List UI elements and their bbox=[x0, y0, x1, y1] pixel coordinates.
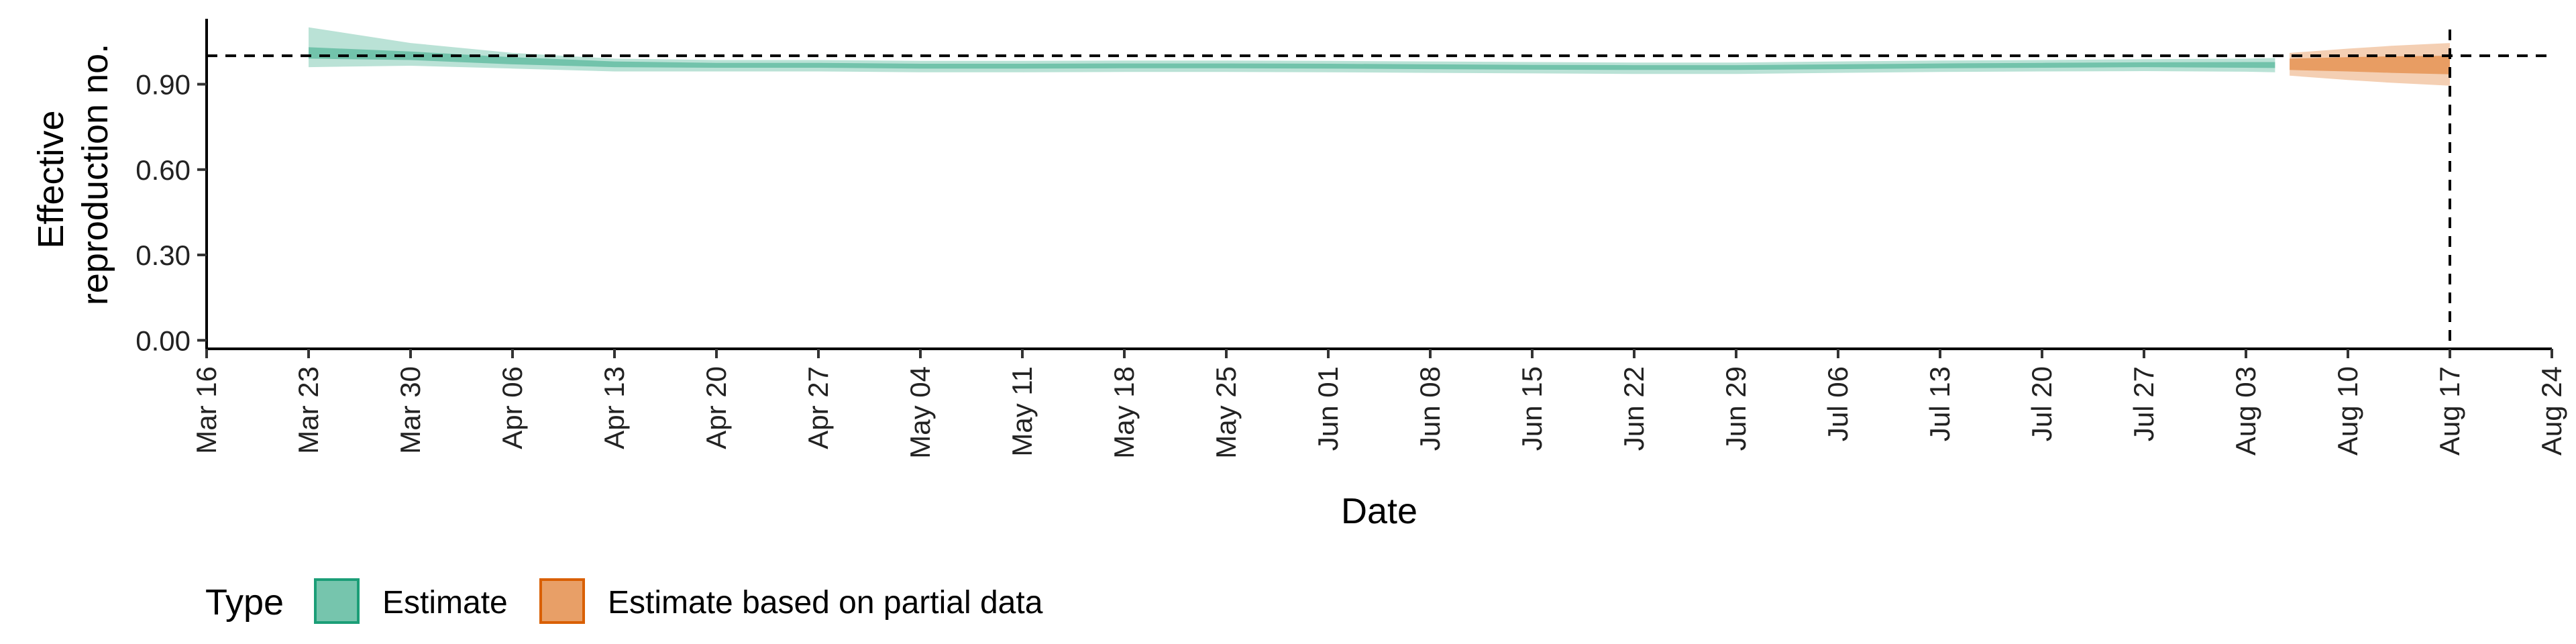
x-tick-label-13: Jun 15 bbox=[1516, 366, 1548, 451]
x-tick-label-0: Mar 16 bbox=[191, 366, 222, 454]
axes bbox=[205, 19, 2552, 350]
x-tick-label-17: Jul 13 bbox=[1924, 366, 1955, 441]
x-tick-label-2: Mar 30 bbox=[394, 366, 426, 454]
x-axis-ticks: Mar 16 Mar 23 Mar 30 Apr 06 Apr 13 Apr 20 Apr … bbox=[191, 349, 2567, 459]
x-tick-label-10: May 25 bbox=[1210, 366, 1242, 459]
legend-title: Type bbox=[205, 582, 284, 623]
x-tick-label-6: Apr 27 bbox=[802, 366, 834, 449]
y-axis-title-line-2: reproduction no. bbox=[75, 44, 115, 305]
x-tick-label-18: Jul 20 bbox=[2026, 366, 2057, 441]
y-tick-label-1: 0.30 bbox=[136, 239, 191, 271]
x-tick-label-8: May 11 bbox=[1006, 366, 1038, 457]
x-tick-label-20: Aug 03 bbox=[2230, 366, 2261, 455]
legend-label-estimate: Estimate bbox=[382, 585, 508, 621]
legend: Type Estimate Estimate based on partial … bbox=[205, 578, 1043, 624]
x-tick-label-22: Aug 17 bbox=[2434, 366, 2465, 455]
x-tick-label-3: Apr 06 bbox=[496, 366, 528, 449]
y-axis-ticks: 0.00 0.30 0.60 0.90 bbox=[136, 69, 207, 356]
x-tick-label-14: Jun 22 bbox=[1618, 366, 1650, 451]
uncertainty-bands bbox=[309, 27, 2450, 86]
legend-key-partial bbox=[539, 578, 585, 624]
band-50-partial bbox=[2290, 56, 2450, 74]
x-tick-label-23: Aug 24 bbox=[2536, 366, 2567, 455]
y-tick-label-3: 0.90 bbox=[136, 69, 191, 101]
x-tick-label-7: May 04 bbox=[904, 366, 936, 459]
legend-key-estimate bbox=[314, 578, 360, 624]
x-tick-label-15: Jun 29 bbox=[1720, 366, 1752, 451]
x-tick-label-21: Aug 10 bbox=[2332, 366, 2363, 455]
x-tick-label-16: Jul 06 bbox=[1822, 366, 1854, 441]
x-axis-title: Date bbox=[1341, 491, 1417, 531]
y-axis-title: Effective reproduction no. bbox=[31, 44, 115, 305]
y-axis-title-line-1: Effective bbox=[31, 110, 71, 248]
x-tick-label-11: Jun 01 bbox=[1312, 366, 1344, 451]
y-tick-label-2: 0.60 bbox=[136, 154, 191, 186]
x-tick-label-5: Apr 20 bbox=[700, 366, 732, 449]
x-tick-label-1: Mar 23 bbox=[292, 366, 324, 454]
x-tick-label-9: May 18 bbox=[1108, 366, 1140, 459]
x-tick-label-4: Apr 13 bbox=[598, 366, 630, 449]
legend-label-partial: Estimate based on partial data bbox=[608, 585, 1043, 621]
y-tick-label-0: 0.00 bbox=[136, 325, 191, 356]
x-tick-label-19: Jul 27 bbox=[2128, 366, 2159, 441]
band-90-estimate bbox=[309, 27, 2275, 74]
x-tick-label-12: Jun 08 bbox=[1414, 366, 1446, 451]
band-90-partial bbox=[2290, 43, 2450, 86]
band-50-estimate bbox=[309, 47, 2275, 70]
reference-lines bbox=[207, 30, 2552, 349]
